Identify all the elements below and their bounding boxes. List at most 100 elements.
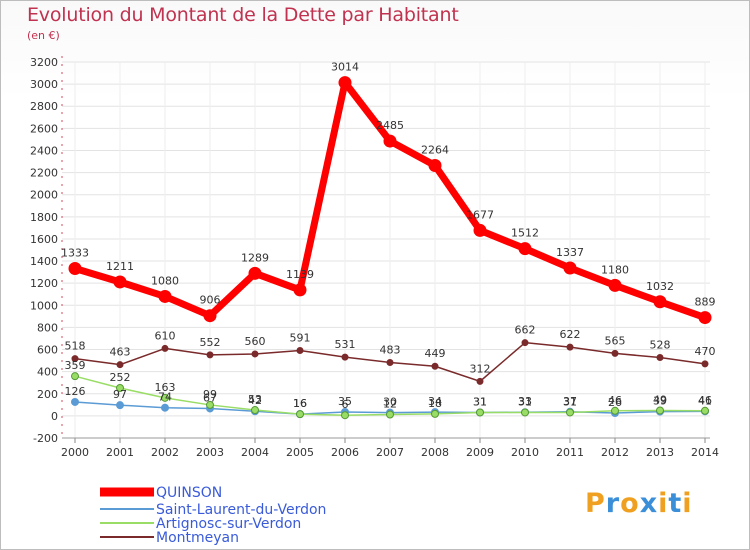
data-label: 39 xyxy=(653,395,667,408)
logo-letter: x xyxy=(639,488,659,519)
chart-title: Evolution du Montant de la Dette par Hab… xyxy=(27,4,459,26)
data-label: 565 xyxy=(605,334,626,347)
data-label: 1289 xyxy=(241,251,269,264)
y-tick-label: -200 xyxy=(33,432,58,445)
data-point xyxy=(71,397,79,406)
data-label: 1180 xyxy=(601,263,629,276)
data-label: 359 xyxy=(65,359,86,372)
x-tick-label: 2000 xyxy=(61,446,89,459)
y-tick-label: 0 xyxy=(51,410,58,423)
data-label: 889 xyxy=(695,296,716,309)
data-point xyxy=(701,360,709,368)
data-point xyxy=(296,347,304,355)
data-label: 33 xyxy=(518,395,532,408)
x-tick-label: 2010 xyxy=(511,446,539,459)
data-label: 31 xyxy=(518,395,532,408)
data-point xyxy=(248,266,262,280)
data-point xyxy=(521,408,529,417)
chart-subtitle: (en €) xyxy=(27,29,60,42)
y-tick-label: 1000 xyxy=(30,299,58,312)
data-label: 18 xyxy=(428,397,442,410)
logo-letter: P xyxy=(585,488,606,519)
data-point xyxy=(611,349,619,357)
data-point xyxy=(116,361,124,369)
data-labels: 518 463 610 552 560 591 531 483 449 312 662 622 565 5… xyxy=(61,61,716,412)
data-label: 1032 xyxy=(646,280,674,293)
data-label: 2485 xyxy=(376,119,404,132)
proxiti-logo: Proxiti xyxy=(585,488,693,519)
data-label: 16 xyxy=(293,397,307,410)
x-tick-label: 2006 xyxy=(331,446,359,459)
data-point xyxy=(71,372,79,381)
logo-letter: i xyxy=(658,488,669,519)
y-tick-label: 3000 xyxy=(30,78,58,91)
data-point xyxy=(341,353,349,361)
legend-label: QUINSON xyxy=(156,485,222,501)
y-tick-label: 200 xyxy=(37,388,58,401)
data-label: 37 xyxy=(563,395,577,408)
grid xyxy=(62,61,710,439)
y-tick-label: 2200 xyxy=(30,167,58,180)
axes: -200 0 200 400 600 800 1000 1200 1400 1600 1800 200… xyxy=(30,56,719,459)
data-point xyxy=(206,351,214,359)
data-label: 1139 xyxy=(286,268,314,281)
y-tick-label: 2600 xyxy=(30,122,58,135)
data-label: 46 xyxy=(608,394,622,407)
x-tick-label: 2004 xyxy=(241,446,269,459)
data-point xyxy=(206,400,214,409)
data-label: 42 xyxy=(248,394,262,407)
data-label: 67 xyxy=(203,391,217,404)
data-point xyxy=(161,344,169,352)
logo-letter: t xyxy=(668,488,683,519)
x-tick-label: 2001 xyxy=(106,446,134,459)
data-label: 3014 xyxy=(331,61,359,74)
data-point xyxy=(701,406,709,415)
data-label: 528 xyxy=(650,338,671,351)
data-label: 483 xyxy=(380,343,401,356)
data-label: 560 xyxy=(245,335,266,348)
y-tick-label: 800 xyxy=(37,321,58,334)
data-label: 16 xyxy=(293,397,307,410)
data-point xyxy=(296,410,304,419)
y-tick-label: 2000 xyxy=(30,189,58,202)
y-tick-label: 3200 xyxy=(30,56,58,69)
data-point xyxy=(428,159,442,173)
data-point xyxy=(521,339,529,347)
data-point xyxy=(161,393,169,402)
data-label: 1333 xyxy=(61,246,89,259)
data-point xyxy=(476,408,484,417)
legend-label: Montmeyan xyxy=(156,530,239,546)
logo-letter: r xyxy=(605,488,621,519)
data-point xyxy=(473,223,487,237)
data-label: 1337 xyxy=(556,246,584,259)
data-point xyxy=(203,309,217,323)
data-label: 74 xyxy=(158,391,172,404)
data-points xyxy=(68,76,712,420)
data-label: 2264 xyxy=(421,144,449,157)
data-point xyxy=(251,406,259,415)
x-tick-label: 2002 xyxy=(151,446,179,459)
data-label: 41 xyxy=(698,394,712,407)
x-tick-label: 2014 xyxy=(691,446,719,459)
data-point xyxy=(158,289,172,303)
data-point xyxy=(386,358,394,366)
data-label: 312 xyxy=(470,362,491,375)
data-label: 126 xyxy=(65,385,86,398)
y-tick-label: 2800 xyxy=(30,100,58,113)
data-point xyxy=(656,353,664,361)
data-label: 906 xyxy=(200,294,221,307)
data-label: 591 xyxy=(290,332,311,345)
y-tick-label: 2400 xyxy=(30,144,58,157)
data-label: 1211 xyxy=(106,260,134,273)
data-label: 31 xyxy=(473,395,487,408)
data-label: 518 xyxy=(65,340,86,353)
logo-letter: i xyxy=(682,488,693,519)
data-label: 35 xyxy=(338,395,352,408)
data-point xyxy=(611,406,619,415)
y-tick-label: 1600 xyxy=(30,233,58,246)
data-label: 31 xyxy=(473,395,487,408)
data-label: 1677 xyxy=(466,208,494,221)
data-label: 252 xyxy=(110,371,131,384)
